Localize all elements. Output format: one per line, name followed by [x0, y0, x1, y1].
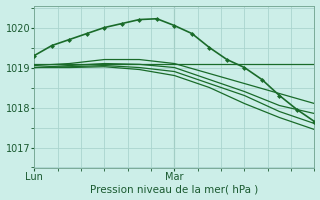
X-axis label: Pression niveau de la mer( hPa ): Pression niveau de la mer( hPa ) [90, 184, 259, 194]
